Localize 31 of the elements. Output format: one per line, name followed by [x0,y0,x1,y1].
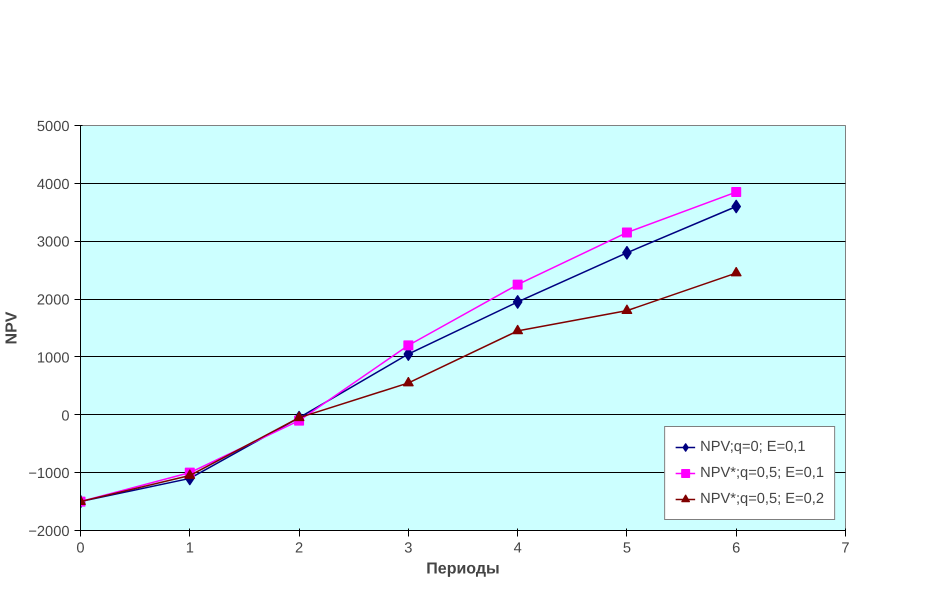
y-tick-label: 0 [61,408,70,424]
legend-label: NPV;q=0; E=0,1 [700,439,806,455]
point [731,200,742,214]
y-tick-label: 1000 [36,350,70,366]
point [402,376,414,386]
point [730,266,742,276]
x-tick-label: 4 [514,540,522,556]
y-tick-label: 5000 [36,119,70,135]
y-tick-label: −1000 [28,466,70,482]
x-tick-label: 6 [732,540,740,556]
point [512,280,523,290]
y-tick-label: 3000 [36,234,70,251]
legend-label: NPV*;q=0,5; E=0,1 [700,465,824,481]
y-tick-label: −2000 [28,524,70,540]
point [512,324,524,334]
point [731,187,742,198]
x-tick-label: 0 [76,540,85,556]
y-tick-label: 4000 [36,176,70,193]
x-tick-label: 1 [186,540,194,556]
x-axis-title: Периоды [426,560,500,578]
y-tick-label: 2000 [36,292,70,309]
point [621,304,632,314]
x-tick-label: 2 [294,540,304,556]
point [403,340,414,350]
point [294,411,305,422]
point [622,228,632,238]
y-axis-title: NPV [3,311,20,344]
x-tick-label: 3 [404,540,412,556]
legend-label: NPV*;q=0,5; E=0,2 [700,491,824,507]
x-tick-label: 5 [622,540,632,556]
x-tick-label: 7 [841,540,850,556]
